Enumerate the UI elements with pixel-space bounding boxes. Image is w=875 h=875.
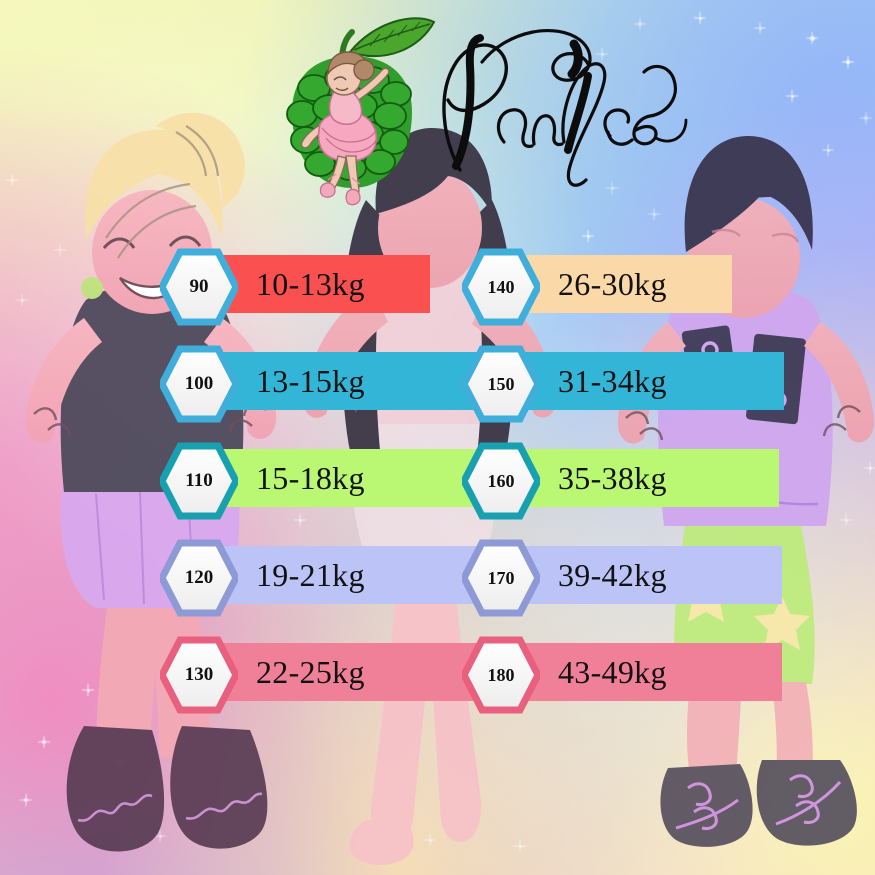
- weight-label: 19-21kg: [256, 546, 365, 604]
- brand-wordmark: [398, 20, 668, 180]
- size-row[interactable]: 26-30kg 140: [462, 248, 875, 316]
- weight-label: 26-30kg: [558, 255, 667, 313]
- size-value: 130: [160, 636, 238, 714]
- weight-label: 39-42kg: [558, 546, 667, 604]
- weight-label: 13-15kg: [256, 352, 365, 410]
- size-value: 160: [462, 442, 540, 520]
- size-badge[interactable]: 170: [462, 539, 540, 617]
- size-chart-poster: 10-13kg 90 13-15kg: [0, 0, 875, 875]
- size-value: 140: [462, 248, 540, 326]
- size-row[interactable]: 39-42kg 170: [462, 539, 875, 607]
- weight-label: 15-18kg: [256, 449, 365, 507]
- size-value: 150: [462, 345, 540, 423]
- size-chart-right-column: 26-30kg 140 31-34kg: [462, 248, 875, 733]
- weight-label: 35-38kg: [558, 449, 667, 507]
- size-row[interactable]: 43-49kg 180: [462, 636, 875, 704]
- weight-label: 22-25kg: [256, 643, 365, 701]
- size-value: 100: [160, 345, 238, 423]
- size-chart-grid: 10-13kg 90 13-15kg: [0, 248, 875, 718]
- weight-label: 43-49kg: [558, 643, 667, 701]
- size-value: 90: [160, 248, 238, 326]
- size-badge[interactable]: 160: [462, 442, 540, 520]
- size-value: 110: [160, 442, 238, 520]
- size-badge[interactable]: 110: [160, 442, 238, 520]
- size-row[interactable]: 31-34kg 150: [462, 345, 875, 413]
- size-badge[interactable]: 130: [160, 636, 238, 714]
- size-value: 120: [160, 539, 238, 617]
- weight-label: 31-34kg: [558, 352, 667, 410]
- size-value: 170: [462, 539, 540, 617]
- size-badge[interactable]: 90: [160, 248, 238, 326]
- size-badge[interactable]: 100: [160, 345, 238, 423]
- size-badge[interactable]: 140: [462, 248, 540, 326]
- size-badge[interactable]: 150: [462, 345, 540, 423]
- size-value: 180: [462, 636, 540, 714]
- size-row[interactable]: 35-38kg 160: [462, 442, 875, 510]
- size-badge[interactable]: 180: [462, 636, 540, 714]
- size-badge[interactable]: 120: [160, 539, 238, 617]
- weight-label: 10-13kg: [256, 255, 365, 313]
- brand-header: [248, 6, 668, 196]
